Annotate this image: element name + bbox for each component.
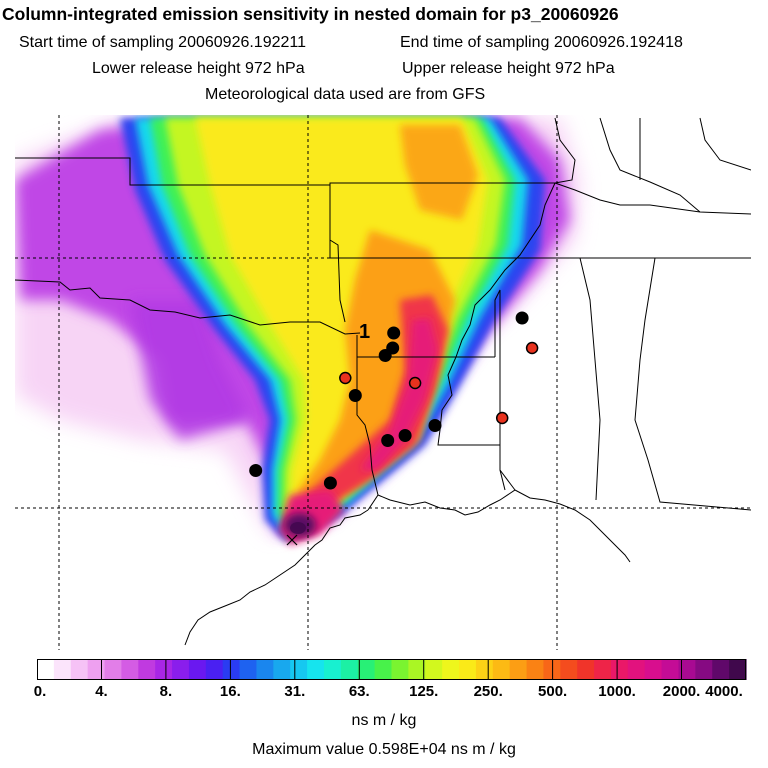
colorbar-cell: [53, 659, 72, 680]
start-time-label: Start time of sampling 20060926.192211: [19, 34, 307, 51]
colorbar-cell: [459, 659, 477, 680]
colorbar-tick-label: 8.: [159, 683, 173, 700]
colorbar-tick-label: 4000.: [705, 683, 743, 700]
colorbar-tick-label: 0.: [33, 683, 47, 700]
coastline: [184, 469, 631, 646]
release-label: 1: [359, 321, 370, 343]
colorbar-cell: [307, 659, 325, 680]
colorbar-cell: [104, 659, 122, 680]
sampling-markers: [249, 311, 539, 490]
colorbar-cell: [37, 659, 55, 680]
upper-height-label: Upper release height 972 hPa: [402, 60, 615, 77]
colorbar-cell: [87, 659, 106, 680]
colorbar-tick-label: 250.: [473, 683, 503, 700]
colorbar-cell: [121, 659, 139, 680]
map-title: Column-integrated emission sensitivity i…: [2, 4, 619, 24]
sampling-marker-black: [249, 464, 263, 477]
colorbar-cell: [492, 659, 511, 680]
sampling-marker-red: [495, 411, 509, 425]
release-point-icon: [286, 534, 298, 546]
colorbar-cell: [70, 659, 89, 680]
sampling-marker-black: [381, 434, 395, 447]
colorbar-cell: [695, 659, 713, 680]
colorbar-cell: [712, 659, 730, 680]
sensitivity-map: 1: [15, 115, 751, 650]
met-data-label: Meteorological data used are from GFS: [205, 86, 486, 103]
colorbar-tick-label: 4.: [95, 683, 108, 700]
colorbar: [37, 659, 747, 680]
colorbar-cell: [408, 659, 426, 680]
colorbar-cell: [729, 659, 747, 680]
colorbar-cell: [594, 659, 612, 680]
colorbar-cell: [661, 659, 680, 680]
sampling-marker-black: [386, 341, 400, 355]
colorbar-cell: [425, 659, 443, 680]
colorbar-cell: [138, 659, 156, 680]
state-boundaries: [15, 117, 751, 511]
sampling-marker-black: [428, 419, 442, 432]
colorbar-cell: [340, 659, 359, 680]
colorbar-tick-label: 16.: [219, 683, 241, 700]
colorbar-units: ns m / kg: [351, 712, 417, 729]
colorbar-cell: [239, 659, 258, 680]
colorbar-cell: [526, 659, 545, 680]
colorbar-cell: [172, 659, 190, 680]
colorbar-cell: [509, 659, 528, 680]
sampling-marker-red: [525, 341, 539, 355]
end-time-label: End time of sampling 20060926.192418: [400, 34, 683, 51]
colorbar-cell: [374, 659, 393, 680]
colorbar-tick-label: 125.: [409, 683, 439, 700]
colorbar-tick-label: 1000.: [598, 683, 636, 700]
sampling-marker-red: [339, 371, 352, 385]
colorbar-cell: [678, 659, 696, 680]
colorbar-cell: [256, 659, 274, 680]
colorbar-cell: [273, 659, 291, 680]
colorbar-cell: [155, 659, 173, 680]
colorbar-cell: [323, 659, 342, 680]
colorbar-cell: [610, 659, 629, 680]
colorbar-cell: [222, 659, 241, 680]
colorbar-cell: [205, 659, 224, 680]
colorbar-cell: [357, 659, 376, 680]
colorbar-cell: [475, 659, 494, 680]
lower-height-label: Lower release height 972 hPa: [92, 60, 305, 77]
colorbar-tick-label: 500.: [538, 683, 568, 700]
sampling-marker-black: [323, 476, 337, 490]
colorbar-cell: [290, 659, 308, 680]
sensitivity-field: [15, 118, 580, 545]
colorbar-cell: [442, 659, 460, 680]
colorbar-cell: [188, 659, 207, 680]
sampling-marker-black: [398, 429, 412, 442]
colorbar-tick-label: 63.: [348, 683, 370, 700]
colorbar-tick-label: 2000.: [662, 683, 701, 700]
colorbar-cell: [391, 659, 409, 680]
sampling-marker-black: [348, 389, 362, 402]
colorbar-cell: [627, 659, 646, 680]
sampling-marker-black: [387, 326, 401, 340]
max-value-label: Maximum value 0.598E+04 ns m / kg: [252, 741, 516, 758]
sampling-marker-red: [408, 376, 422, 390]
colorbar-tick-label: 31.: [284, 683, 306, 700]
colorbar-cell: [577, 659, 595, 680]
colorbar-cell: [644, 659, 663, 680]
sampling-marker-black: [515, 311, 529, 325]
colorbar-cell: [560, 659, 578, 680]
